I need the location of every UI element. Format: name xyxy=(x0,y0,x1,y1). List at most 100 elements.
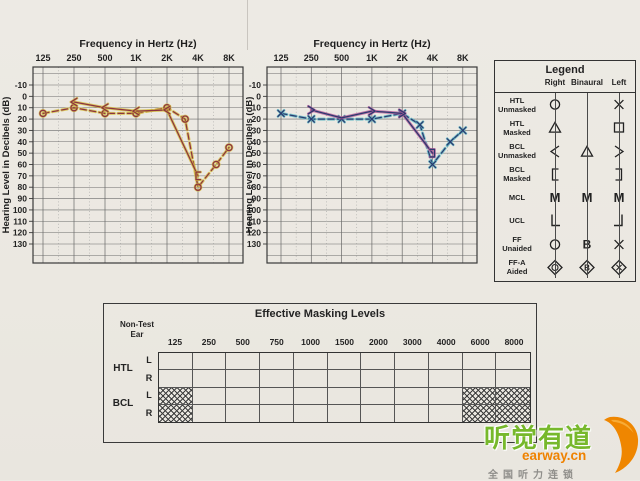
data-point-mark xyxy=(428,160,437,169)
data-point-mark xyxy=(195,171,202,181)
y-tick-label: 100 xyxy=(247,205,261,215)
legend-row: HTL Unmasked xyxy=(495,93,635,116)
legend-row: FF UnaidedB xyxy=(495,233,635,256)
data-point-mark xyxy=(225,143,233,152)
data-point-mark xyxy=(416,120,424,129)
y-tick-label: 40 xyxy=(252,137,262,147)
masking-cell-HTL-R-3000 xyxy=(395,370,429,388)
chart-title: Frequency in Hertz (Hz) xyxy=(313,38,430,50)
masking-grid xyxy=(158,352,531,423)
x-tick-label: 2K xyxy=(396,53,408,63)
masking-cell-BCL-L-750 xyxy=(260,387,294,405)
legend-row: FF-A AidedB xyxy=(495,256,635,279)
y-tick-label: 40 xyxy=(18,137,28,147)
masking-column-headers: 125 250 500 750 1000 1500 2000 3000 4000 6000 8000 xyxy=(158,337,531,349)
masking-cell-BCL-R-1000 xyxy=(294,404,328,422)
masking-row-bcl-r: R xyxy=(145,408,153,419)
masking-cell-HTL-L-1500 xyxy=(327,353,362,371)
masking-cell-HTL-R-1500 xyxy=(327,370,362,388)
legend-row-label: FF-A Aided xyxy=(506,258,528,277)
masking-col-header: 1500 xyxy=(335,337,354,347)
data-point-mark xyxy=(132,106,140,116)
x-tick-label: 1K xyxy=(366,53,378,63)
masking-col-header: 8000 xyxy=(504,337,524,347)
masking-row-htl-l: L xyxy=(146,354,152,365)
x-tick-label: 125 xyxy=(273,53,288,63)
logo-slogan-text: 全国听力连锁 xyxy=(488,470,578,481)
masking-cell-BCL-R-250 xyxy=(193,404,227,422)
legend-column-left: Left xyxy=(611,78,627,87)
legend-binaural-column-line xyxy=(586,93,588,278)
y-tick-label: 90 xyxy=(18,194,28,204)
y-tick-label: 120 xyxy=(247,228,261,238)
legend-row: HTL Masked xyxy=(495,116,635,139)
masking-col-header: 250 xyxy=(201,337,216,347)
legend-row-label: BCL Unmasked xyxy=(498,142,536,161)
masking-cell-BCL-L-2000 xyxy=(361,387,396,405)
masking-cell-HTL-R-250 xyxy=(192,370,227,388)
y-tick-label: 90 xyxy=(252,194,262,204)
masking-row-htl-r: R xyxy=(145,372,153,383)
masking-col-header: 6000 xyxy=(470,337,490,347)
non-test-ear-label: Non-Test Ear xyxy=(119,320,155,339)
masking-cell-HTL-R-4000 xyxy=(428,370,463,388)
scan-crease-line xyxy=(247,0,248,50)
legend-symbol-cell xyxy=(539,140,571,163)
masking-cell-BCL-R-3000 xyxy=(395,404,429,422)
legend-row-label: BCL Masked xyxy=(503,165,531,184)
masking-cell-BCL-L-1500 xyxy=(327,387,362,405)
legend-symbol-cell xyxy=(603,140,635,163)
legend-title: Legend xyxy=(545,64,585,76)
masking-cell-HTL-L-250 xyxy=(192,353,227,371)
x-tick-label: 1K xyxy=(130,53,142,63)
data-point-mark xyxy=(429,148,436,158)
data-point-mark xyxy=(194,183,202,191)
y-tick-label: 20 xyxy=(252,114,262,124)
data-point-mark xyxy=(368,106,376,116)
legend-header-spacer xyxy=(495,78,539,92)
masking-cell-HTL-R-8000 xyxy=(496,370,530,388)
y-axis-label: Hearing Level in Decibels (dB) xyxy=(1,97,12,234)
legend-row: UCL xyxy=(495,209,635,232)
masking-cell-BCL-R-750 xyxy=(260,404,294,422)
legend-row-label: HTL Unmasked xyxy=(498,95,536,114)
masking-cell-HTL-L-8000 xyxy=(496,353,530,371)
masking-cell-BCL-L-500 xyxy=(226,387,261,405)
x-tick-label: 8K xyxy=(457,53,469,63)
earway-logo: 听觉有道 earway.cn 全国听力连锁 xyxy=(478,413,640,481)
masking-row-group-htl: HTL xyxy=(113,362,133,374)
x-tick-label: 2K xyxy=(161,53,173,63)
earway-swoosh-icon xyxy=(604,416,639,473)
data-point-mark xyxy=(163,105,171,115)
data-point-mark xyxy=(368,115,376,123)
masking-cell-HTL-L-1000 xyxy=(293,353,328,371)
masking-cell-HTL-R-2000 xyxy=(361,370,396,388)
legend-row-label: UCL xyxy=(509,216,525,226)
chart-series xyxy=(307,104,436,159)
y-tick-label: 30 xyxy=(18,125,28,135)
legend-row: BCL Masked xyxy=(495,163,635,186)
legend-symbol-cell xyxy=(539,209,571,232)
masking-cell-HTL-L-750 xyxy=(260,353,294,371)
masking-cell-BCL-R-1500 xyxy=(328,404,362,422)
data-point-mark xyxy=(212,160,220,169)
masking-cell-BCL-L-1000 xyxy=(293,387,328,405)
y-tick-label: 80 xyxy=(18,182,28,192)
chart-grid xyxy=(32,66,244,264)
legend-corner-right-icon xyxy=(551,214,560,227)
y-tick-label: -10 xyxy=(15,80,28,90)
data-point-mark xyxy=(277,109,285,118)
masking-col-header: 750 xyxy=(269,337,284,347)
masking-levels-table: Effective Masking Levels Non-Test Ear 12… xyxy=(103,303,537,443)
legend-symbol-cell xyxy=(539,163,571,186)
legend-row: BCL Unmasked xyxy=(495,140,635,163)
x-tick-label: 8K xyxy=(223,53,235,63)
y-tick-label: 10 xyxy=(18,103,28,113)
masking-cell-BCL-L-4000 xyxy=(428,387,463,405)
legend-row: MCLMMM xyxy=(495,186,635,209)
y-tick-label: 100 xyxy=(13,205,27,215)
data-point-mark xyxy=(307,105,316,115)
chart-grid xyxy=(266,66,478,264)
masking-cell-BCL-R-8000 xyxy=(496,404,530,422)
masking-cell-BCL-R-125 xyxy=(159,404,193,422)
